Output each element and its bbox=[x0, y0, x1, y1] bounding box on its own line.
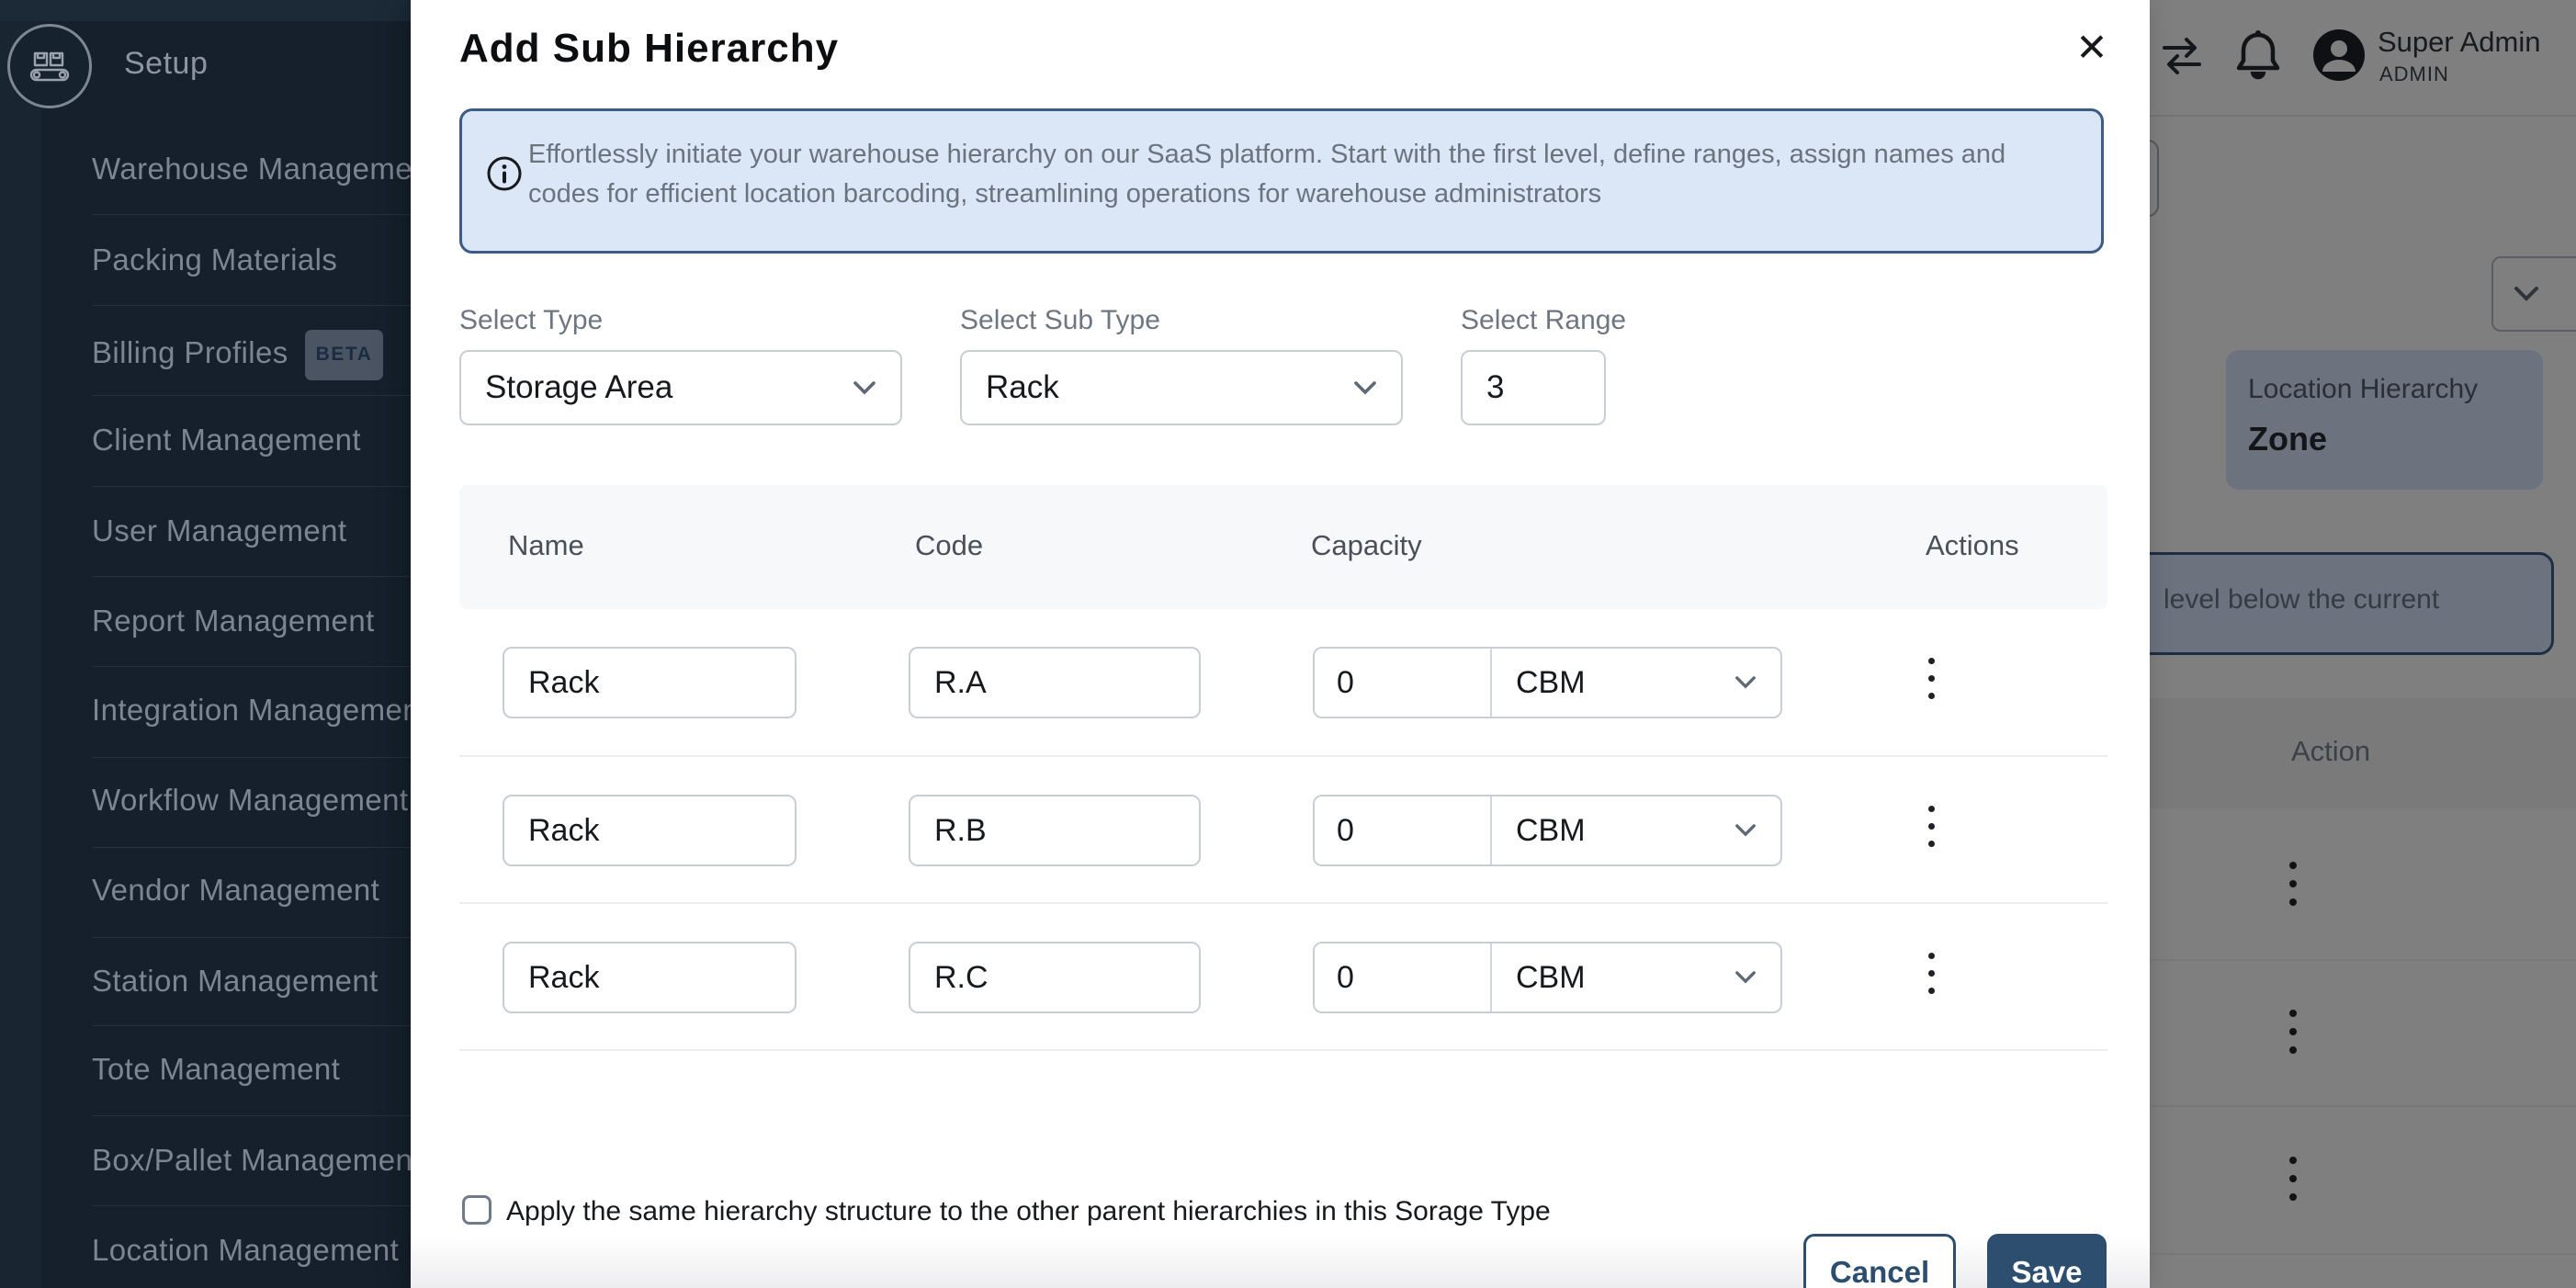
sidebar-divider bbox=[92, 214, 570, 215]
capacity-group: CBM bbox=[1313, 795, 1782, 866]
select-sub-type-label: Select Sub Type bbox=[960, 305, 1160, 335]
unit-select[interactable]: CBM bbox=[1492, 649, 1780, 717]
chevron-down-icon bbox=[853, 380, 876, 395]
sidebar-item-client-management[interactable]: Client Management bbox=[92, 423, 361, 457]
sidebar-item-user-management[interactable]: User Management bbox=[92, 514, 347, 548]
sidebar-divider bbox=[92, 1025, 570, 1026]
select-range-field[interactable] bbox=[1461, 350, 1606, 425]
code-input[interactable] bbox=[909, 795, 1201, 866]
column-header-actions: Actions bbox=[1926, 529, 2019, 561]
sidebar-item-location-management[interactable]: Location Management bbox=[92, 1233, 400, 1267]
row-divider bbox=[459, 1049, 2107, 1051]
unit-select[interactable]: CBM bbox=[1492, 797, 1780, 864]
select-range-input[interactable] bbox=[1486, 369, 1580, 406]
save-button[interactable]: Save bbox=[1987, 1234, 2107, 1288]
select-type-label: Select Type bbox=[459, 305, 604, 335]
column-header-code: Code bbox=[915, 529, 984, 561]
row-actions-kebab-icon[interactable] bbox=[1928, 658, 1935, 699]
close-icon[interactable]: ✕ bbox=[2064, 20, 2119, 75]
unit-select[interactable]: CBM bbox=[1492, 943, 1780, 1011]
sidebar-item-box-pallet-management[interactable]: Box/Pallet Management bbox=[92, 1143, 422, 1177]
column-header-name: Name bbox=[508, 529, 584, 561]
sidebar-divider bbox=[92, 305, 570, 306]
sidebar-item-vendor-management[interactable]: Vendor Management bbox=[92, 873, 380, 907]
chevron-down-icon bbox=[1735, 971, 1756, 984]
sidebar-item-warehouse-management[interactable]: Warehouse Management bbox=[92, 152, 439, 186]
sidebar-divider bbox=[92, 937, 570, 938]
select-sub-type-dropdown[interactable]: Rack bbox=[960, 350, 1403, 425]
conveyor-logo-icon[interactable] bbox=[7, 24, 92, 108]
sidebar-divider bbox=[92, 395, 570, 396]
modal-title: Add Sub Hierarchy bbox=[459, 26, 840, 71]
select-type-dropdown[interactable]: Storage Area bbox=[459, 350, 902, 425]
capacity-input[interactable] bbox=[1315, 943, 1492, 1011]
sidebar-title: Setup bbox=[124, 46, 209, 81]
capacity-input[interactable] bbox=[1315, 797, 1492, 864]
table-header: Name Code Capacity Actions bbox=[459, 485, 2107, 609]
select-range-label: Select Range bbox=[1461, 305, 1627, 335]
column-header-capacity: Capacity bbox=[1311, 529, 1422, 561]
beta-badge: BETA bbox=[304, 330, 384, 380]
capacity-input[interactable] bbox=[1315, 649, 1492, 717]
chevron-down-icon bbox=[1735, 824, 1756, 837]
chevron-down-icon bbox=[1735, 676, 1756, 689]
sidebar-item-tote-management[interactable]: Tote Management bbox=[92, 1052, 341, 1086]
capacity-group: CBM bbox=[1313, 942, 1782, 1013]
apply-hierarchy-checkbox[interactable] bbox=[462, 1195, 491, 1225]
sidebar-item-packing-materials[interactable]: Packing Materials bbox=[92, 243, 338, 277]
row-actions-kebab-icon[interactable] bbox=[1928, 806, 1935, 847]
info-banner: Effortlessly initiate your warehouse hie… bbox=[459, 108, 2104, 254]
sidebar-item-report-management[interactable]: Report Management bbox=[92, 604, 375, 638]
code-input[interactable] bbox=[909, 647, 1201, 718]
apply-hierarchy-label: Apply the same hierarchy structure to th… bbox=[506, 1196, 1551, 1226]
sidebar-item-billing-profiles[interactable]: Billing Profiles BETA bbox=[92, 330, 384, 380]
chevron-down-icon bbox=[1354, 380, 1376, 395]
capacity-group: CBM bbox=[1313, 647, 1782, 718]
sidebar-divider bbox=[92, 576, 570, 577]
row-divider bbox=[459, 755, 2107, 757]
name-input[interactable] bbox=[503, 942, 797, 1013]
sidebar-divider bbox=[92, 486, 570, 487]
add-sub-hierarchy-modal: Add Sub Hierarchy ✕ Effortlessly initiat… bbox=[411, 0, 2150, 1288]
sidebar-divider bbox=[92, 666, 570, 667]
sidebar-item-station-management[interactable]: Station Management bbox=[92, 964, 378, 998]
code-input[interactable] bbox=[909, 942, 1201, 1013]
info-icon bbox=[486, 155, 523, 192]
cancel-button[interactable]: Cancel bbox=[1803, 1234, 1956, 1288]
name-input[interactable] bbox=[503, 795, 797, 866]
row-actions-kebab-icon[interactable] bbox=[1928, 953, 1935, 994]
info-banner-text: Effortlessly initiate your warehouse hie… bbox=[528, 140, 2006, 209]
row-divider bbox=[459, 902, 2107, 904]
sidebar-item-integration-management[interactable]: Integration Management bbox=[92, 693, 429, 727]
sidebar-divider bbox=[92, 1115, 570, 1116]
sidebar-rail bbox=[0, 21, 41, 1288]
name-input[interactable] bbox=[503, 647, 797, 718]
modal-backdrop[interactable] bbox=[2150, 0, 2576, 1288]
sidebar-divider bbox=[92, 1205, 570, 1206]
sidebar-divider bbox=[92, 757, 570, 758]
sidebar-divider bbox=[92, 847, 570, 848]
sidebar-item-workflow-management[interactable]: Workflow Management bbox=[92, 783, 409, 817]
